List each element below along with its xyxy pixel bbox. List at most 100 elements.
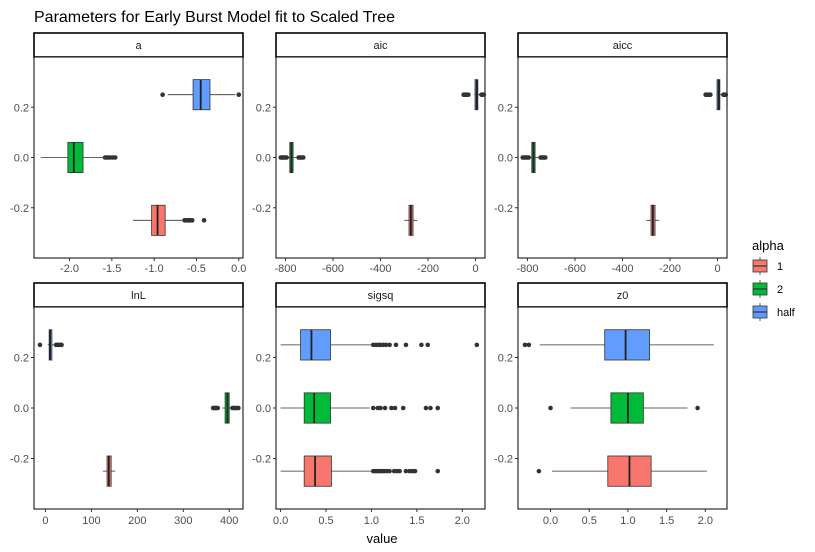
box-iqr [303,455,332,487]
y-tick-label: 0.0 [498,153,513,165]
strip-label-a: a [135,40,142,52]
panel-a: a -0.2 0.0 0.2 -2.0 -1.5 -1.0 -0.5 0.0 [10,32,246,275]
strip-label-aic: aic [373,40,388,52]
box-lnL-2 [210,392,241,424]
x-tick-label: 1.0 [364,515,379,527]
y-tick-label: 0.2 [256,102,271,114]
outlier-point [708,92,713,97]
outlier-point [522,342,528,348]
outlier-point [215,405,221,411]
outlier-point [387,468,392,474]
box-iqr [604,329,650,361]
legend-entry-1: 1 [752,257,783,275]
strip-sigsq [275,282,486,308]
x-tick-label: -600 [564,263,586,275]
x-tick-label: 0.5 [582,515,597,527]
y-tick-label: 0.2 [14,102,29,114]
x-tick-label: 0 [714,263,720,275]
outlier-point [160,92,165,97]
outlier-point [695,405,700,411]
outlier-point [526,155,531,160]
panel-frame-aic [275,56,486,259]
outlier-point [189,218,195,223]
facet-panels: a -0.2 0.0 0.2 -2.0 -1.5 -1.0 -0.5 0.0 aic -0.2 0.0… [10,32,729,527]
x-tick-label: 1.0 [620,515,635,527]
strip-a [33,32,244,58]
outlier-point [435,468,441,474]
y-tick-label: 0.2 [256,353,271,365]
x-tick-label: -400 [369,263,391,275]
outlier-point [425,342,431,348]
box-z0-1 [536,455,707,487]
y-tick-label: 0.2 [498,102,513,114]
y-tick-label: 0.0 [256,403,271,415]
legend-label: half [777,307,796,319]
outlier-point [301,155,306,160]
outlier-point [428,405,433,411]
x-tick-label: -800 [516,263,538,275]
x-tick-label: 1.5 [409,515,424,527]
box-aicc-1 [646,204,660,236]
x-tick-label: -400 [611,263,633,275]
y-tick-label: -0.2 [252,454,271,466]
x-tick-label: -1.0 [145,263,164,275]
y-tick-label: 0.2 [498,353,513,365]
outlier-point [403,468,409,474]
box-iqr [300,329,331,361]
outlier-point [403,342,409,348]
box-aic-half [461,79,487,111]
outlier-point [383,342,389,348]
x-tick-label: -800 [274,263,296,275]
outlier-point [400,405,406,411]
outlier-point [201,218,207,223]
x-axis-title: value [366,531,397,546]
box-aic-2 [278,142,306,173]
x-tick-label: 200 [128,515,146,527]
x-tick-label: -600 [322,263,344,275]
box-aic-1 [404,204,418,236]
y-tick-label: -0.2 [494,203,513,215]
legend-entry-2: 2 [752,280,783,298]
outlier-point [423,405,429,411]
x-tick-label: 0 [472,263,478,275]
outlier-point [412,468,418,474]
strip-lnL [33,282,244,308]
outlier-point [536,468,542,474]
outlier-point [397,468,402,474]
box-lnL-1 [102,455,116,487]
y-tick-label: -0.2 [252,203,271,215]
outlier-point [59,342,64,348]
box-aicc-half [703,79,729,111]
legend: alpha 1 2 half [752,238,796,321]
y-tick-label: 0.0 [14,153,29,165]
strip-label-z0: z0 [617,290,629,302]
panel-aicc: aicc -0.2 0.0 0.2 -800 -600 -400 -200 0 [494,32,729,275]
strip-aic [275,32,486,58]
panel-z0: z0 -0.2 0.0 0.2 0.0 0.5 1.0 1.5 2.0 [494,282,728,527]
x-tick-label: 300 [174,515,192,527]
legend-label: 2 [777,284,783,296]
strip-z0 [517,282,728,308]
box-iqr [67,142,84,173]
outlier-point [481,92,487,97]
y-tick-label: 0.0 [256,153,271,165]
legend-label: 1 [777,261,783,273]
outlier-point [370,405,376,411]
x-tick-label: -200 [659,263,681,275]
outlier-point [389,405,394,411]
outlier-point [112,155,118,160]
x-tick-label: 0.0 [273,515,288,527]
y-tick-label: 0.0 [498,403,513,415]
panel-frame-lnL [33,306,244,510]
panel-aic: aic -0.2 0.0 0.2 -800 -600 -400 -200 0 [252,32,487,275]
panel-lnL: lnL -0.2 0.0 0.2 0 100 200 300 400 [10,282,244,527]
box-sigsq-1 [280,455,441,487]
x-tick-label: 0.0 [231,263,246,275]
x-tick-label: 0 [42,515,48,527]
box-lnL-half [37,329,64,361]
x-tick-label: 2.0 [698,515,713,527]
strip-label-aicc: aicc [613,40,633,52]
x-tick-label: 1.5 [659,515,674,527]
x-tick-label: 400 [220,515,238,527]
